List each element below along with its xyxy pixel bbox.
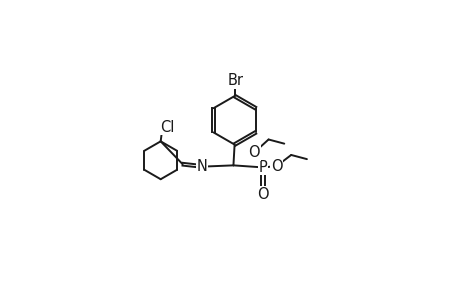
Text: N: N xyxy=(196,159,207,174)
Text: O: O xyxy=(248,146,259,160)
Text: Br: Br xyxy=(227,73,243,88)
Text: O: O xyxy=(257,187,268,202)
Text: Cl: Cl xyxy=(160,119,174,134)
Text: O: O xyxy=(270,159,282,174)
Text: P: P xyxy=(258,160,267,175)
